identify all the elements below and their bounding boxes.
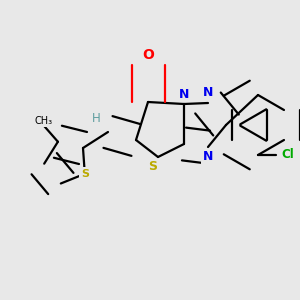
Text: N: N	[203, 86, 213, 100]
Text: CH₃: CH₃	[35, 116, 53, 126]
Text: O: O	[142, 48, 154, 62]
Text: S: S	[81, 169, 89, 179]
Text: S: S	[148, 160, 158, 173]
Text: N: N	[203, 151, 213, 164]
Text: H: H	[92, 112, 100, 124]
Text: Cl: Cl	[282, 148, 294, 161]
Text: N: N	[179, 88, 189, 100]
